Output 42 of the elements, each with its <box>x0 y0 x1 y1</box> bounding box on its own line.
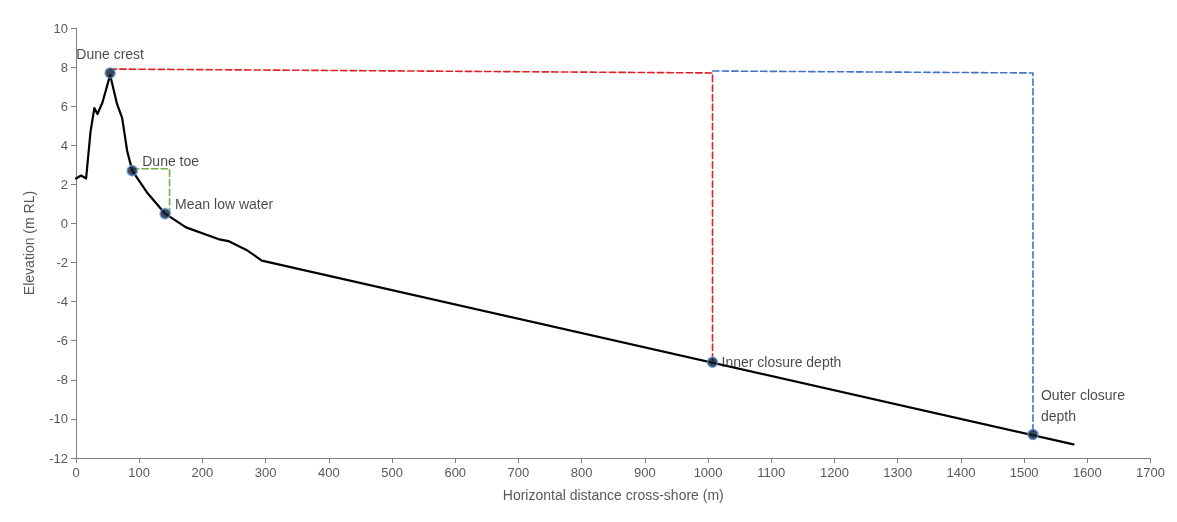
y-tick-label: -2 <box>56 255 68 271</box>
y-tick-label: 2 <box>60 176 68 192</box>
x-tick-label: 1400 <box>946 465 976 480</box>
annotation: Outer closure depth <box>1040 387 1129 425</box>
x-tick-label: 1600 <box>1072 465 1102 480</box>
y-axis-title: Elevation (m RL) <box>21 190 37 296</box>
x-tick-label: 200 <box>191 465 214 480</box>
y-tick-label: 6 <box>60 98 68 114</box>
x-tick-label: 1300 <box>883 465 913 480</box>
x-tick-label: 500 <box>381 465 403 480</box>
x-tick-label: 1000 <box>693 465 723 480</box>
x-tick-label: 1200 <box>820 465 849 480</box>
y-tick-label: 8 <box>60 59 68 75</box>
x-tick-label: 300 <box>254 465 277 480</box>
point <box>159 207 171 220</box>
x-axis-title: Horizontal distance cross-shore (m) <box>502 487 724 503</box>
annotation: Inner closure depth <box>721 354 842 371</box>
y-tick-label: -6 <box>56 333 68 349</box>
y-tick-label: -4 <box>56 294 68 310</box>
x-tick-label: 900 <box>634 465 656 480</box>
y-tick-label: 4 <box>60 137 68 153</box>
point <box>1027 428 1039 441</box>
annotation: Dune toe <box>142 153 200 170</box>
y-tick-label: -10 <box>49 411 68 427</box>
point <box>706 356 719 368</box>
x-tick-label: 800 <box>570 465 593 480</box>
y-tick-label: 10 <box>53 20 68 36</box>
x-tick-label: 700 <box>507 465 530 480</box>
point <box>126 164 139 177</box>
annotation: Mean low water <box>175 196 274 213</box>
x-tick-label: 600 <box>444 465 467 480</box>
x-tick-label: 400 <box>317 465 340 480</box>
point <box>104 67 116 79</box>
y-tick-label: 0 <box>60 215 68 231</box>
x-tick-label: 1100 <box>757 465 786 480</box>
x-tick-label: 1500 <box>1009 465 1039 480</box>
x-tick-label: 1700 <box>1136 465 1165 480</box>
annotation: Dune crest <box>76 46 145 63</box>
y-tick-label: -8 <box>56 372 68 388</box>
y-tick-label: -12 <box>49 450 68 466</box>
x-tick-label: 0 <box>72 465 80 480</box>
x-tick-label: 100 <box>128 465 151 480</box>
